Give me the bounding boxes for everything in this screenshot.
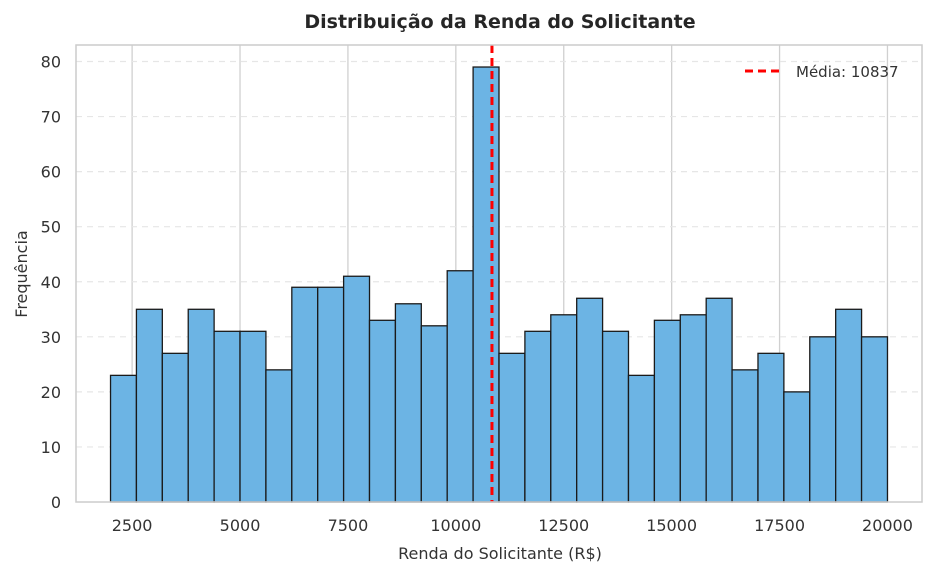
histogram-bar bbox=[809, 336, 837, 503]
x-tick-label: 7500 bbox=[328, 516, 369, 535]
plot-area-frame bbox=[75, 44, 923, 503]
histogram-bar bbox=[446, 270, 474, 503]
legend-mean-label: Média: 10837 bbox=[796, 63, 899, 81]
x-tick-label: 20000 bbox=[862, 516, 913, 535]
histogram-bar bbox=[265, 369, 293, 503]
chart-title: Distribuição da Renda do Solicitante bbox=[304, 11, 695, 33]
histogram-bar bbox=[239, 330, 267, 503]
histogram-bar bbox=[394, 303, 422, 503]
histogram-bar bbox=[187, 308, 215, 503]
y-tick-label: 20 bbox=[41, 383, 61, 402]
histogram-bar bbox=[135, 308, 163, 503]
x-tick-label: 15000 bbox=[646, 516, 697, 535]
legend: Média: 10837 bbox=[745, 63, 899, 81]
x-tick-label: 12500 bbox=[538, 516, 589, 535]
histogram-bar bbox=[731, 369, 759, 503]
y-tick-label: 0 bbox=[51, 493, 61, 512]
histogram-bar bbox=[291, 286, 319, 503]
histogram-bars bbox=[109, 66, 889, 503]
x-tick-label: 10000 bbox=[430, 516, 481, 535]
y-tick-label: 40 bbox=[41, 273, 61, 292]
histogram-bar bbox=[109, 374, 138, 503]
y-tick-label: 70 bbox=[41, 108, 61, 127]
y-axis-label: Frequência bbox=[12, 230, 31, 317]
histogram-bar bbox=[835, 308, 863, 503]
y-tick-label: 30 bbox=[41, 328, 61, 347]
histogram-bar bbox=[317, 286, 345, 503]
histogram-bar bbox=[679, 314, 707, 503]
histogram-bar bbox=[860, 336, 889, 503]
histogram-bar bbox=[472, 66, 500, 503]
histogram-bar bbox=[627, 374, 656, 503]
x-axis-label: Renda do Solicitante (R$) bbox=[398, 544, 602, 563]
histogram-bar bbox=[576, 297, 604, 503]
histogram-bar bbox=[524, 330, 552, 503]
histogram-bar bbox=[342, 275, 371, 503]
x-tick-label: 5000 bbox=[220, 516, 261, 535]
y-axis-ticks: 0 10 20 30 40 50 60 70 80 bbox=[41, 53, 61, 512]
histogram-bar bbox=[601, 330, 630, 503]
x-axis-ticks: 2500 5000 7500 10000 12500 15000 17500 20000 bbox=[112, 516, 913, 535]
histogram-bar bbox=[213, 330, 241, 503]
histogram-bar bbox=[161, 352, 189, 503]
y-tick-label: 10 bbox=[41, 438, 61, 457]
x-tick-label: 17500 bbox=[754, 516, 805, 535]
histogram-bar bbox=[498, 352, 526, 503]
histogram-bar bbox=[653, 319, 681, 503]
y-tick-label: 80 bbox=[41, 53, 61, 72]
x-tick-label: 2500 bbox=[112, 516, 153, 535]
histogram-bar bbox=[705, 297, 733, 503]
histogram-bar bbox=[368, 319, 397, 503]
histogram-bar bbox=[550, 314, 578, 503]
y-tick-label: 60 bbox=[41, 163, 61, 182]
histogram-bar bbox=[420, 325, 448, 503]
y-tick-label: 50 bbox=[41, 218, 61, 237]
histogram-bar bbox=[757, 352, 785, 503]
histogram-bar bbox=[783, 391, 811, 503]
